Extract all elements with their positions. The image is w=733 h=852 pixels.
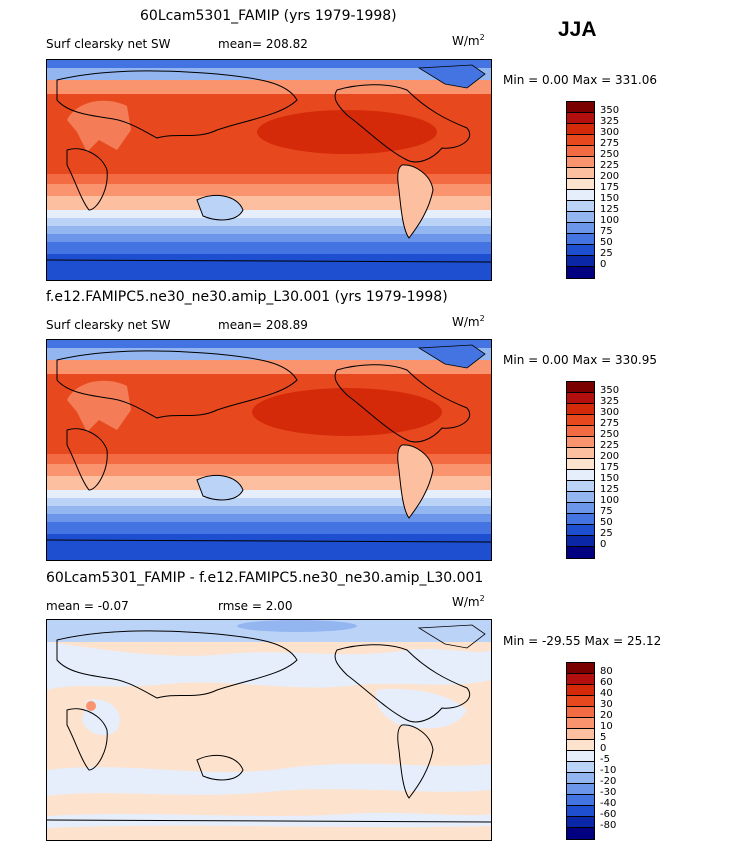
panel-3-colorbar [566, 662, 595, 840]
colorbar-tick: 10 [600, 721, 613, 732]
panel-3-map [46, 619, 492, 841]
panel-2-title: f.e12.FAMIPC5.ne30_ne30.amip_L30.001 (yr… [46, 289, 448, 305]
colorbar-tick: 80 [600, 666, 613, 677]
panel-3-title: 60Lcam5301_FAMIP - f.e12.FAMIPC5.ne30_ne… [46, 570, 484, 586]
colorbar-tick: 300 [600, 127, 620, 138]
colorbar-tick: 350 [600, 105, 620, 116]
panel-2-variable-label: Surf clearsky net SW [46, 318, 171, 332]
colorbar-tick: 200 [600, 451, 620, 462]
panel-1-colorbar [566, 101, 595, 279]
colorbar-tick: 175 [600, 182, 620, 193]
colorbar-tick: 275 [600, 418, 620, 429]
panel-2-map [46, 339, 492, 561]
colorbar-tick: 225 [600, 440, 620, 451]
panel-1-minmax: Min = 0.00 Max = 331.06 [503, 73, 657, 87]
colorbar-tick: 275 [600, 138, 620, 149]
colorbar-tick: 0 [600, 743, 607, 754]
colorbar-tick: 300 [600, 407, 620, 418]
colorbar-tick: 350 [600, 385, 620, 396]
colorbar-tick: -40 [600, 798, 617, 809]
colorbar-tick: 200 [600, 171, 620, 182]
colorbar-tick: -20 [600, 776, 617, 787]
colorbar-tick: 25 [600, 528, 613, 539]
colorbar-tick: 75 [600, 226, 613, 237]
colorbar-tick: 125 [600, 204, 620, 215]
panel-1-mean-label: mean= 208.82 [218, 37, 308, 51]
colorbar-tick: 0 [600, 539, 607, 550]
colorbar-tick: 25 [600, 248, 613, 259]
panel-2-minmax: Min = 0.00 Max = 330.95 [503, 353, 657, 367]
colorbar-tick: -5 [600, 754, 610, 765]
panel-3-units: W/m2 [452, 594, 485, 609]
colorbar-tick: 75 [600, 506, 613, 517]
colorbar-tick: 100 [600, 495, 620, 506]
colorbar-tick: 125 [600, 484, 620, 495]
panel-3-minmax: Min = -29.55 Max = 25.12 [503, 634, 662, 648]
panel-2-mean-label: mean= 208.89 [218, 318, 308, 332]
colorbar-tick: -60 [600, 809, 617, 820]
colorbar-tick: 325 [600, 116, 620, 127]
colorbar-tick: 150 [600, 473, 620, 484]
panel-1-map [46, 59, 492, 281]
colorbar-tick: -80 [600, 820, 617, 831]
panel-2-units: W/m2 [452, 314, 485, 329]
colorbar-tick: 30 [600, 699, 613, 710]
colorbar-tick: 250 [600, 149, 620, 160]
colorbar-tick: -30 [600, 787, 617, 798]
colorbar-tick: 100 [600, 215, 620, 226]
season-label: JJA [558, 18, 597, 41]
colorbar-tick: 175 [600, 462, 620, 473]
colorbar-tick: 5 [600, 732, 607, 743]
colorbar-tick: 50 [600, 237, 613, 248]
colorbar-tick: 40 [600, 688, 613, 699]
colorbar-tick: 50 [600, 517, 613, 528]
colorbar-tick: 60 [600, 677, 613, 688]
colorbar-tick: 150 [600, 193, 620, 204]
panel-2-colorbar [566, 381, 595, 559]
colorbar-tick: 250 [600, 429, 620, 440]
panel-1-title: 60Lcam5301_FAMIP (yrs 1979-1998) [140, 8, 397, 24]
colorbar-tick: 225 [600, 160, 620, 171]
panel-3-mean-label: mean = -0.07 [46, 599, 129, 613]
colorbar-tick: 20 [600, 710, 613, 721]
panel-3-rmse-label: rmse = 2.00 [218, 599, 293, 613]
colorbar-tick: -10 [600, 765, 617, 776]
colorbar-tick: 325 [600, 396, 620, 407]
panel-1-units: W/m2 [452, 33, 485, 48]
panel-1-variable-label: Surf clearsky net SW [46, 37, 171, 51]
colorbar-tick: 0 [600, 259, 607, 270]
